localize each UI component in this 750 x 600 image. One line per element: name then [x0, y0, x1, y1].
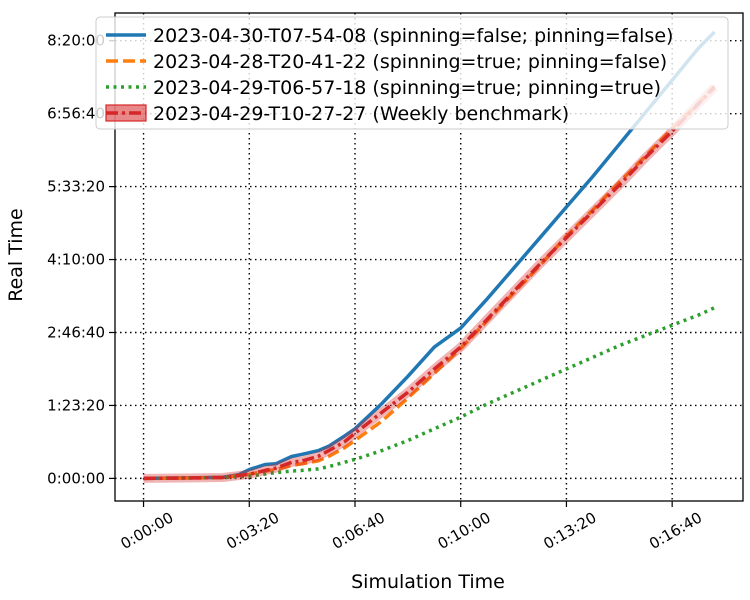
legend-label: 2023-04-28-T20-41-22 (spinning=true; pin…: [153, 51, 667, 73]
series-line: [143, 306, 716, 481]
y-axis-label: Real Time: [5, 208, 27, 302]
plot-frame: [114, 12, 744, 502]
legend: 2023-04-30-T07-54-08 (spinning=false; pi…: [95, 16, 729, 130]
x-tick-label: 0:16:40: [646, 508, 705, 553]
legend-label: 2023-04-29-T06-57-18 (spinning=true; pin…: [153, 77, 661, 99]
x-tick-label: 0:03:20: [223, 508, 282, 553]
y-tick-label: 4:10:00: [47, 251, 105, 269]
series-band: [143, 84, 718, 483]
series-line: [143, 30, 716, 481]
x-tick-label: 0:06:40: [329, 508, 388, 553]
legend-label: 2023-04-29-T10-27-27 (Weekly benchmark): [153, 103, 569, 125]
y-tick-label: 2:46:40: [47, 323, 105, 341]
y-tick-label: 6:56:40: [47, 105, 105, 123]
y-tick-label: 1:23:20: [47, 396, 105, 414]
legend-box: [95, 16, 729, 130]
series-layer: [143, 30, 718, 483]
x-tick-label: 0:00:00: [118, 508, 177, 553]
series-line: [143, 84, 716, 481]
y-tick-label: 0:00:00: [47, 469, 105, 487]
x-tick-label: 0:13:20: [540, 508, 599, 553]
series-line: [143, 86, 716, 481]
y-tick-label: 5:33:20: [47, 178, 105, 196]
legend-label: 2023-04-30-T07-54-08 (spinning=false; pi…: [153, 25, 673, 47]
x-axis-label: Simulation Time: [351, 571, 505, 593]
y-tick-label: 8:20:00: [47, 32, 105, 50]
x-tick-label: 0:10:00: [435, 508, 494, 553]
